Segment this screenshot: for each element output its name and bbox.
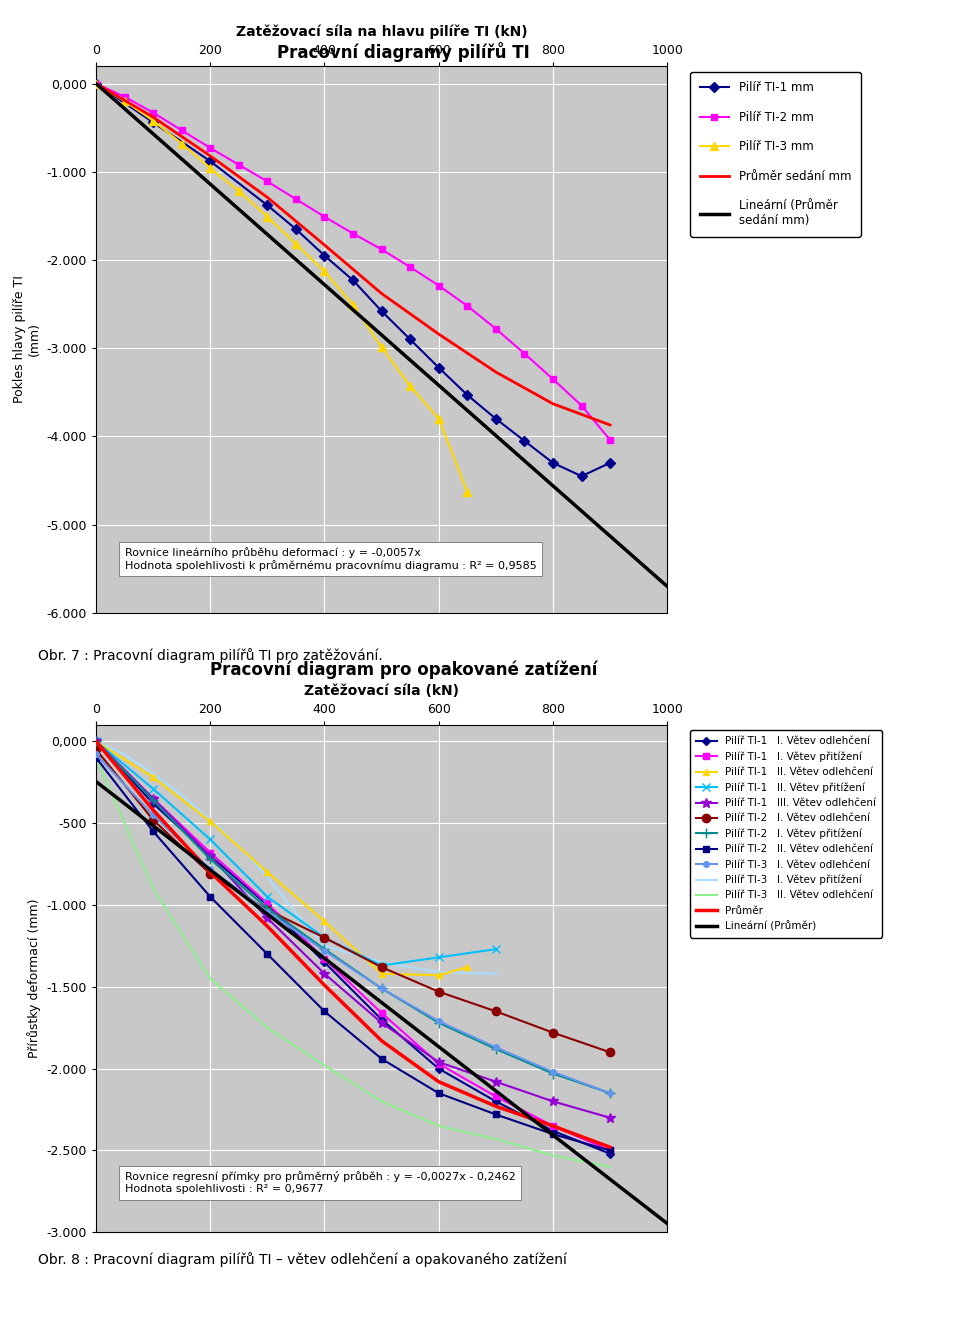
Text: Pracovní diagramy pilířů TI: Pracovní diagramy pilířů TI bbox=[276, 42, 530, 62]
Text: Pracovní diagram pro opakované zatížení: Pracovní diagram pro opakované zatížení bbox=[209, 660, 597, 679]
Legend: Pilíř TI-1 mm, Pilíř TI-2 mm, Pilíř TI-3 mm, Průměr sedání mm, Lineární (Průměr
: Pilíř TI-1 mm, Pilíř TI-2 mm, Pilíř TI-3… bbox=[690, 71, 860, 237]
Y-axis label: Přírůstky deformací (mm): Přírůstky deformací (mm) bbox=[27, 899, 41, 1058]
Text: Rovnice lineárního průběhu deformací : y = -0,0057x
Hodnota spolehlivosti k prům: Rovnice lineárního průběhu deformací : y… bbox=[125, 547, 537, 571]
Text: Obr. 7 : Pracovní diagram pilířů TI pro zatěžování.: Obr. 7 : Pracovní diagram pilířů TI pro … bbox=[38, 648, 383, 663]
Y-axis label: Pokles hlavy pilíře TI
(mm): Pokles hlavy pilíře TI (mm) bbox=[12, 275, 41, 403]
Text: Rovnice regresní přímky pro průměrný průběh : y = -0,0027x - 0,2462
Hodnota spol: Rovnice regresní přímky pro průměrný prů… bbox=[125, 1172, 516, 1194]
X-axis label: Zatěžovací síla (kN): Zatěžovací síla (kN) bbox=[304, 684, 459, 697]
Text: Obr. 8 : Pracovní diagram pilířů TI – větev odlehčení a opakovaného zatížení: Obr. 8 : Pracovní diagram pilířů TI – vě… bbox=[38, 1252, 567, 1267]
Legend: Pilíř TI-1   I. Větev odlehčení, Pilíř TI-1   I. Větev přitížení, Pilíř TI-1   I: Pilíř TI-1 I. Větev odlehčení, Pilíř TI-… bbox=[689, 730, 882, 937]
X-axis label: Zatěžovací síla na hlavu pilíře TI (kN): Zatěžovací síla na hlavu pilíře TI (kN) bbox=[236, 24, 527, 38]
